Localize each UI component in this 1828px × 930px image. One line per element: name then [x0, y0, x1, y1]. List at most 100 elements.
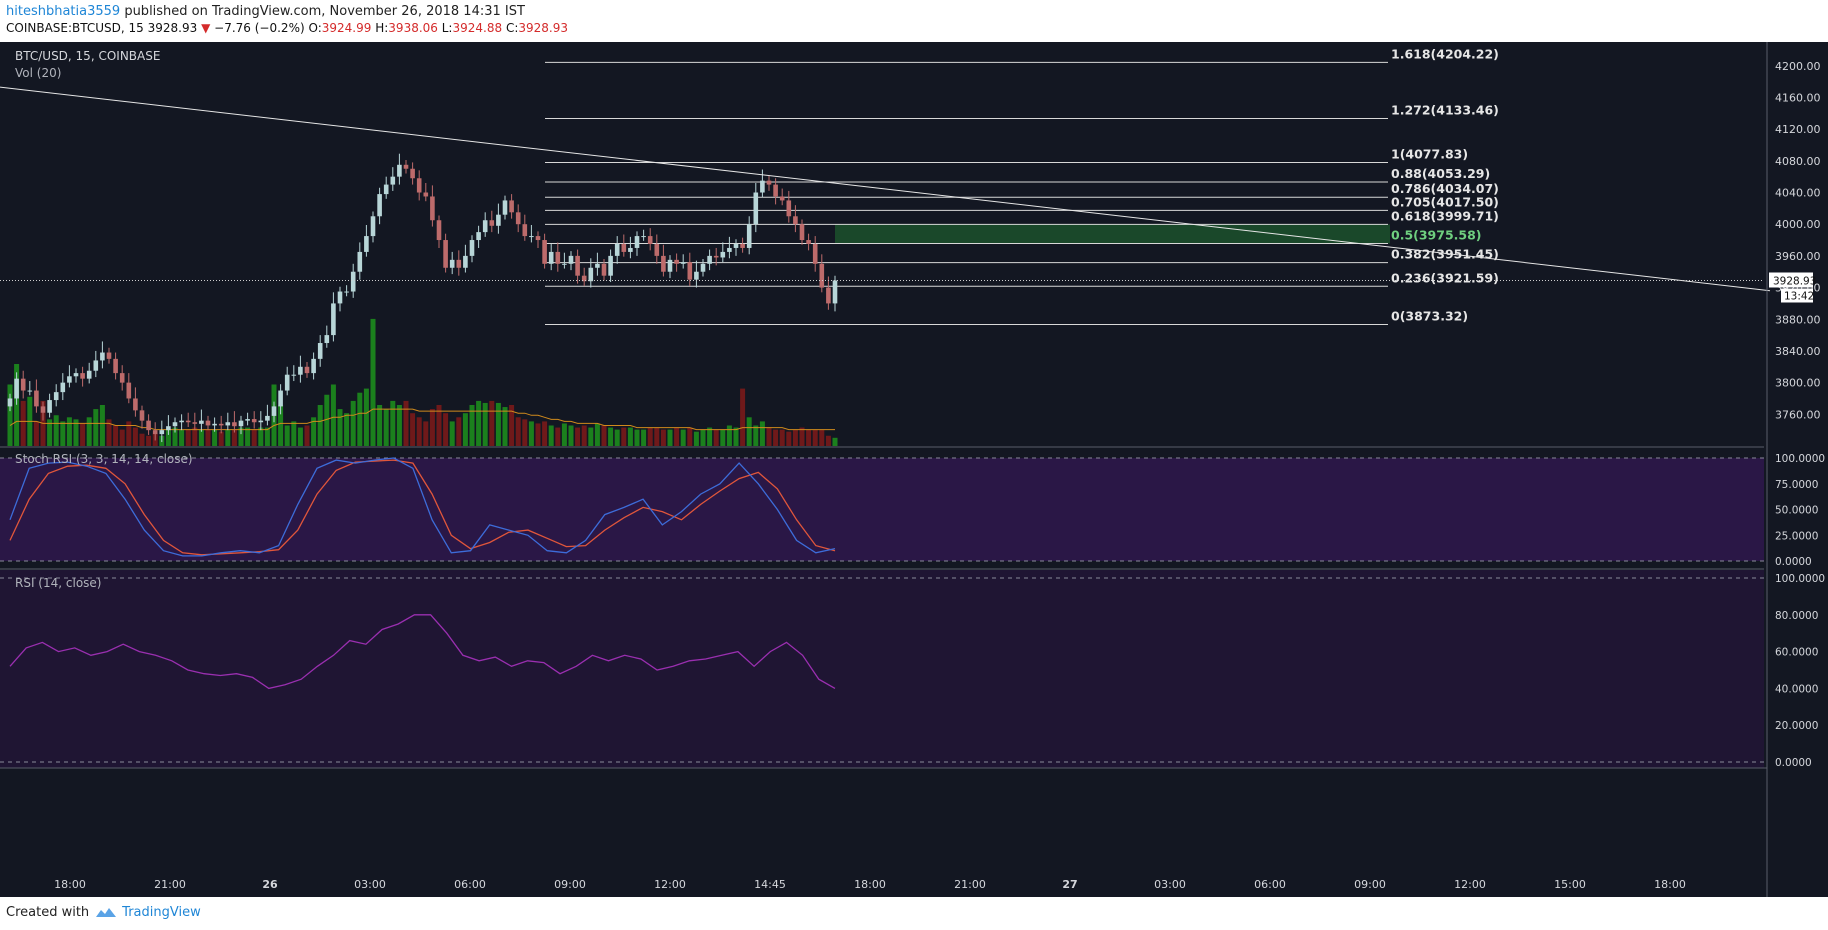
- volume-bar: [304, 425, 310, 446]
- candle-body: [621, 244, 627, 252]
- time-tick-label: 18:00: [854, 878, 886, 891]
- candle-body: [608, 255, 613, 276]
- volume-bar: [812, 429, 818, 446]
- volume-bar: [99, 405, 105, 446]
- time-tick-label: 03:00: [354, 878, 386, 891]
- rsi-tick-label: 20.0000: [1775, 720, 1818, 732]
- author-link[interactable]: hiteshbhatia3559: [6, 4, 121, 19]
- candle-body: [720, 251, 726, 258]
- time-tick-label: 12:00: [1454, 878, 1486, 891]
- volume-bar: [449, 421, 455, 446]
- candle-body: [713, 255, 719, 258]
- candle-body: [819, 263, 825, 288]
- price-pane[interactable]: 1.618(4204.22) 1.272(4133.46) 1(4077.83) 0.…: [0, 46, 1771, 446]
- candle-body: [7, 398, 13, 407]
- candle-body: [496, 214, 501, 226]
- candle-body: [832, 280, 838, 304]
- stoch-d-line: [9, 459, 836, 556]
- volume-bar: [172, 427, 178, 446]
- volume-bar: [581, 425, 587, 446]
- volume-bar: [489, 400, 495, 446]
- low-value: 3924.88: [452, 21, 503, 35]
- time-tick-label: 21:00: [154, 878, 186, 891]
- volume-bar: [238, 427, 244, 446]
- volume-bar: [245, 427, 251, 446]
- volume-bar: [700, 429, 706, 446]
- price-tick-label: 3880.00: [1775, 313, 1821, 326]
- candle-body: [786, 200, 792, 217]
- chart-area[interactable]: 1.618(4204.22) 1.272(4133.46) 1(4077.83) 0.…: [0, 42, 1828, 897]
- candle-body: [93, 360, 99, 371]
- candle-body: [812, 244, 818, 264]
- volume-bar: [370, 318, 376, 446]
- volume-bar: [47, 419, 53, 446]
- volume-bar: [588, 427, 594, 446]
- axes: 4200.00 4160.00 4120.00 4080.00 4040.00 4000.…: [0, 42, 1825, 897]
- candle-body: [588, 267, 594, 282]
- candle-body: [324, 335, 330, 344]
- time-tick-label: 14:45: [754, 878, 786, 891]
- volume-bar: [106, 419, 112, 446]
- candle-body: [86, 370, 92, 379]
- candle-body: [661, 255, 666, 272]
- candle-body: [199, 420, 204, 424]
- rsi-pane[interactable]: [0, 570, 1764, 768]
- candle-body: [595, 263, 600, 268]
- candle-body: [410, 168, 415, 179]
- volume-bar: [212, 429, 218, 446]
- candle-body: [185, 420, 191, 423]
- volume-bar: [522, 419, 528, 446]
- volume-bar: [548, 425, 554, 446]
- symbol-ohlc-line: COINBASE:BTCUSD, 15 3928.93 ▼ −7.76 (−0.…: [6, 21, 568, 35]
- volume-bar: [291, 421, 297, 446]
- volume-bar: [14, 364, 20, 446]
- tradingview-link[interactable]: TradingView: [95, 905, 201, 920]
- publish-line: hiteshbhatia3559 published on TradingVie…: [6, 4, 525, 19]
- high-label: H:: [375, 21, 389, 35]
- price-tick-label: 4200.00: [1775, 60, 1821, 73]
- volume-bar: [456, 417, 462, 446]
- candle-body: [390, 176, 396, 185]
- rsi-background: [0, 570, 1764, 768]
- candle-body: [740, 244, 745, 248]
- candle-body: [641, 236, 646, 238]
- volume-bar: [555, 427, 561, 446]
- volume-label: Vol (20): [15, 66, 61, 80]
- volume-bar: [647, 427, 653, 446]
- stoch-rsi-pane[interactable]: [0, 457, 1764, 562]
- stoch-tick-label: 25.0000: [1775, 530, 1818, 542]
- candle-body: [133, 398, 138, 411]
- close-label: C:: [505, 21, 519, 35]
- time-tick-label: 09:00: [1354, 878, 1386, 891]
- rsi-tick-label: 80.0000: [1775, 610, 1818, 622]
- fib-level-label: 0(3873.32): [1391, 309, 1468, 324]
- volume-bar: [746, 417, 752, 446]
- candle-body: [251, 419, 257, 423]
- volume-bar: [311, 417, 317, 446]
- volume-bar: [693, 431, 699, 446]
- candle-body: [489, 220, 495, 226]
- candle-body: [535, 236, 541, 241]
- volume-bar: [502, 407, 508, 446]
- volume-bar: [330, 384, 336, 446]
- candle-body: [238, 420, 244, 427]
- current-price-tag: [1769, 272, 1813, 288]
- volume-bar: [258, 427, 264, 446]
- candle-body: [80, 373, 85, 379]
- candle-body: [383, 184, 389, 195]
- current-price-tag-text: 3928.93: [1773, 275, 1816, 287]
- volume-bar: [654, 427, 660, 446]
- volume-bar: [350, 400, 356, 446]
- fib-level-label: 1.618(4204.22): [1391, 46, 1499, 61]
- volume-bar: [337, 409, 343, 446]
- volume-bar: [429, 409, 435, 446]
- fib-level-label: 1(4077.83): [1391, 147, 1468, 162]
- candle-body: [463, 255, 468, 268]
- time-tick-label: 18:00: [1654, 878, 1686, 891]
- price-tick-label: 4120.00: [1775, 123, 1821, 136]
- volume-bar: [535, 423, 541, 446]
- candle-body: [733, 244, 739, 248]
- volume-bar: [132, 427, 138, 446]
- volume-bar: [594, 423, 600, 446]
- volume-bar: [733, 427, 739, 446]
